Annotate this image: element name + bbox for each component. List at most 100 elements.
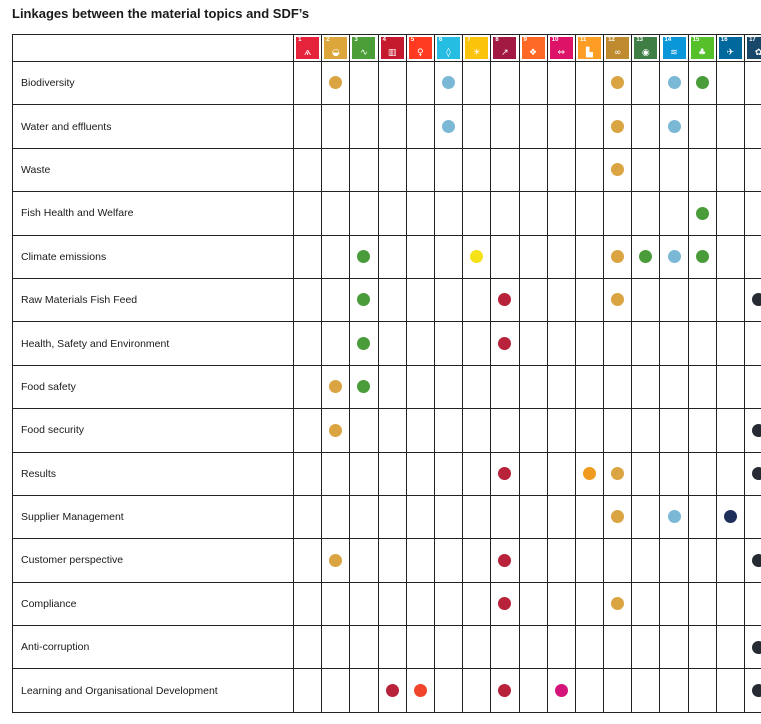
matrix-cell xyxy=(631,191,661,236)
matrix-cell xyxy=(574,625,605,670)
matrix-cell xyxy=(490,191,520,236)
matrix-cell xyxy=(377,147,407,193)
matrix-cell xyxy=(518,104,548,149)
sdg-15-tree-icon: 15 ♣ xyxy=(690,37,714,59)
linkage-dot-sdg-11 xyxy=(582,466,596,480)
matrix-cell xyxy=(603,104,633,149)
people-icon: ѧ xyxy=(304,48,312,58)
sdg-header-cell: 16 ✈ xyxy=(715,34,746,62)
matrix-cell xyxy=(518,408,548,453)
matrix-cell xyxy=(321,104,351,149)
equality-icon: ⇔ xyxy=(557,48,566,58)
matrix-cell xyxy=(715,277,746,323)
matrix-cell xyxy=(687,147,717,193)
sdg-header-cell: 4 ▥ xyxy=(377,34,407,62)
linkage-dot-sdg-14 xyxy=(667,250,681,264)
matrix-cell xyxy=(292,668,323,713)
table-row: Waste xyxy=(12,147,761,193)
linkage-dot-sdg-8 xyxy=(498,336,512,350)
matrix-cell xyxy=(405,668,435,713)
matrix-cell xyxy=(715,668,746,713)
linkage-dot-sdg-17 xyxy=(752,293,761,307)
table-row: Fish Health and Welfare xyxy=(12,191,761,236)
sdg-header-cell: 2 ◒ xyxy=(321,34,351,62)
topic-label: Results xyxy=(12,451,294,496)
matrix-cell xyxy=(292,191,323,236)
matrix-cell xyxy=(715,451,746,496)
matrix-cell xyxy=(659,625,689,670)
topic-label: Biodiversity xyxy=(12,60,294,106)
matrix-cell xyxy=(405,581,435,627)
matrix-cell xyxy=(462,451,492,496)
matrix-cell xyxy=(546,494,576,540)
linkage-dot-sdg-17 xyxy=(752,553,761,567)
table-row: Health, Safety and Environment xyxy=(12,321,761,366)
linkage-dot-sdg-7 xyxy=(470,250,484,264)
matrix-cell xyxy=(518,147,548,193)
sdg-header-cell: 6 ◊ xyxy=(433,34,464,62)
sdg-10-equality-icon: 10 ⇔ xyxy=(549,37,573,59)
matrix-cell xyxy=(433,538,464,583)
matrix-cell xyxy=(574,364,605,410)
matrix-cell xyxy=(518,451,548,496)
matrix-cell xyxy=(292,538,323,583)
matrix-cell xyxy=(574,408,605,453)
matrix-cell xyxy=(349,191,379,236)
matrix-cell xyxy=(518,494,548,540)
sdg-number: 12 xyxy=(608,37,615,43)
linkage-dot-sdg-8 xyxy=(498,683,512,697)
matrix-cell xyxy=(546,234,576,279)
matrix-cell xyxy=(377,321,407,366)
matrix-cell xyxy=(546,668,576,713)
matrix-cell xyxy=(377,451,407,496)
matrix-cell xyxy=(518,625,548,670)
matrix-cell xyxy=(659,147,689,193)
linkage-dot-sdg-2 xyxy=(329,553,343,567)
matrix-cell xyxy=(405,408,435,453)
bowl-icon: ◒ xyxy=(331,48,340,58)
matrix-cell xyxy=(743,321,761,366)
sdg-8-growth-chart-icon: 8 ↗ xyxy=(493,37,517,59)
matrix-cell xyxy=(490,104,520,149)
city-icon: ▙ xyxy=(586,48,593,58)
matrix-cell xyxy=(405,321,435,366)
matrix-cell xyxy=(715,494,746,540)
matrix-cell xyxy=(715,408,746,453)
linkage-dot-sdg-14 xyxy=(667,76,681,90)
matrix-cell xyxy=(433,191,464,236)
linkage-dot-sdg-15 xyxy=(695,206,709,220)
topic-label: Climate emissions xyxy=(12,234,294,279)
table-row: Food security xyxy=(12,408,761,453)
linkage-dot-sdg-2 xyxy=(329,423,343,437)
infinity-icon: ∞ xyxy=(613,48,622,58)
matrix-cell xyxy=(433,147,464,193)
matrix-cell xyxy=(631,234,661,279)
matrix-cell xyxy=(574,668,605,713)
matrix-cell xyxy=(405,625,435,670)
sdg-16-dove-icon: 16 ✈ xyxy=(718,37,742,59)
sdg-number: 1 xyxy=(298,37,302,43)
matrix-cell xyxy=(687,234,717,279)
matrix-cell xyxy=(743,234,761,279)
matrix-cell xyxy=(377,408,407,453)
linkage-dot-sdg-17 xyxy=(752,466,761,480)
matrix-cell xyxy=(462,234,492,279)
matrix-cell xyxy=(433,321,464,366)
matrix-cell xyxy=(405,451,435,496)
matrix-cell xyxy=(377,494,407,540)
matrix-cell xyxy=(405,538,435,583)
topic-label: Customer perspective xyxy=(12,538,294,583)
matrix-cell xyxy=(715,364,746,410)
matrix-cell xyxy=(659,191,689,236)
matrix-cell xyxy=(321,191,351,236)
matrix-cell xyxy=(603,277,633,323)
table-row: Compliance xyxy=(12,581,761,627)
matrix-cell xyxy=(321,581,351,627)
linkage-dot-sdg-12 xyxy=(611,466,625,480)
matrix-cell xyxy=(292,581,323,627)
matrix-cell xyxy=(490,321,520,366)
sdg-header-cell: 9 ❖ xyxy=(518,34,548,62)
matrix-cell xyxy=(377,104,407,149)
matrix-cell xyxy=(659,581,689,627)
